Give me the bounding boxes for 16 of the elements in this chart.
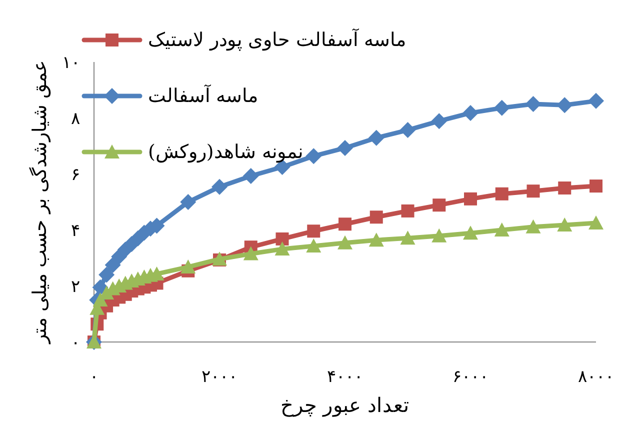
legend-label: ماسه آسفالت حاوی پودر لاستیک xyxy=(148,28,406,51)
x-tick-label: ۸۰۰۰ xyxy=(578,367,614,387)
x-axis-title: تعداد عبور چرخ xyxy=(280,393,410,417)
y-tick-label: ۸ xyxy=(71,109,80,129)
y-axis-title: عمق شیارشدگی بر حسب میلی متر xyxy=(28,60,51,345)
x-tick-label: ۰ xyxy=(90,367,98,387)
y-tick-label: ۶ xyxy=(71,165,80,185)
y-tick-label: ۰ xyxy=(71,333,80,353)
x-tick-label: ۲۰۰۰ xyxy=(202,367,238,387)
y-tick-label: ۲ xyxy=(71,277,80,297)
x-tick-label: ۴۰۰۰ xyxy=(327,367,363,387)
y-tick-label: ۱۰ xyxy=(62,53,80,73)
x-tick-label: ۶۰۰۰ xyxy=(452,367,488,387)
legend-label: نمونه شاهد(روکش) xyxy=(148,141,303,163)
legend-label: ماسه آسفالت xyxy=(148,84,258,107)
y-tick-label: ۴ xyxy=(71,221,80,241)
